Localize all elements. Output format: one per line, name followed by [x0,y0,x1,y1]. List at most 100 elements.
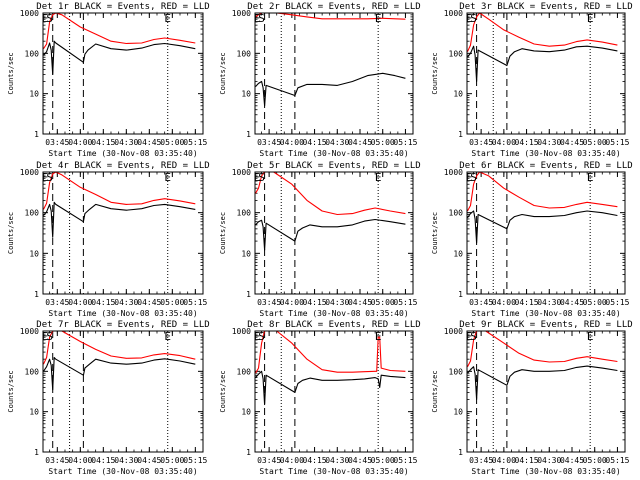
plot-frame [254,330,414,453]
y-tick-label: 100 [237,209,252,218]
x-tick-label: 04:00 [492,138,516,147]
x-tick-label: 03:45 [469,456,493,465]
y-tick-label: 1 [458,130,463,139]
time-marker-label: E [164,12,171,25]
x-tick-label: 05:00 [583,138,607,147]
chart-title: Det 9r BLACK = Events, RED = LLD [459,320,632,330]
y-tick-label: 100 [25,367,40,376]
y-tick-label: 1000 [444,168,463,177]
y-tick-label: 1 [246,448,251,457]
x-tick-label: 04:45 [348,298,372,307]
time-marker-label: E [587,12,594,25]
x-tick-label: 05:15 [393,298,417,307]
x-axis-label: Start Time (30-Nov-08 03:35:40) [259,467,408,476]
y-tick-label: 100 [449,367,464,376]
x-tick-label: 04:45 [348,456,372,465]
chart-title: Det 3r BLACK = Events, RED = LLD [459,2,632,12]
y-tick-label: 10 [241,90,251,99]
x-tick-label: 03:45 [45,456,69,465]
x-tick-label: 05:00 [160,298,184,307]
x-tick-label: 05:15 [605,456,629,465]
chart-panel-6: Det 6r BLACK = Events, RED = LLD Counts/s… [431,161,633,318]
time-marker-label: E [466,171,473,184]
time-marker-label: S [46,12,53,25]
time-marker-label: E [375,171,382,184]
y-tick-label: 1000 [444,9,463,18]
y-tick-label: 1 [34,290,39,299]
x-tick-label: 05:00 [371,456,395,465]
x-tick-label: 05:00 [371,138,395,147]
y-tick-label: 1000 [20,9,39,18]
y-tick-label: 1000 [232,327,251,336]
x-tick-label: 03:45 [469,138,493,147]
x-tick-label: 04:15 [303,456,327,465]
x-tick-label: 04:00 [492,298,516,307]
x-tick-label: 05:00 [160,456,184,465]
y-tick-label: 10 [453,408,463,417]
series-line-events [467,45,618,83]
x-tick-label: 03:45 [257,138,281,147]
series-line-lld [43,12,196,50]
chart-title: Det 4r BLACK = Events, RED = LLD [36,161,209,171]
x-tick-label: 04:00 [492,456,516,465]
chart-panel-1: Det 1r BLACK = Events, RED = LLD Counts/s… [7,2,210,158]
chart-panel-2: Det 2r BLACK = Events, RED = LLD Counts/s… [219,2,421,158]
series-line-events [255,370,406,406]
chart-title: Det 7r BLACK = Events, RED = LLD [36,320,209,330]
y-tick-label: 100 [237,367,252,376]
y-axis-label: Counts/sec [431,212,439,254]
x-axis-label: Start Time (30-Nov-08 03:35:40) [471,467,620,476]
y-axis-label: Counts/sec [219,52,227,94]
chart-title: Det 2r BLACK = Events, RED = LLD [247,2,420,12]
chart-panel-5: Det 5r BLACK = Events, RED = LLD Counts/s… [219,161,421,318]
x-tick-label: 04:45 [348,138,372,147]
x-tick-label: 05:00 [583,456,607,465]
y-axis-label: Counts/sec [219,212,227,254]
x-tick-label: 04:15 [91,456,115,465]
x-tick-label: 03:45 [45,138,69,147]
x-tick-label: 04:15 [303,138,327,147]
y-tick-label: 1000 [232,168,251,177]
y-tick-label: 1000 [20,327,39,336]
x-tick-label: 04:00 [68,138,92,147]
y-tick-label: 10 [453,249,463,258]
y-tick-label: 10 [29,90,39,99]
y-tick-label: 100 [25,209,40,218]
x-tick-label: 04:30 [325,456,349,465]
series-line-events [255,72,406,107]
y-tick-label: 100 [449,49,464,58]
y-tick-label: 10 [29,249,39,258]
time-marker-label: E [254,12,261,25]
series-line-lld [466,12,618,52]
time-marker-label: E [375,12,382,25]
series-line-events [467,365,618,401]
time-marker-label: S [470,171,477,184]
x-axis-label: Start Time (30-Nov-08 03:35:40) [259,309,408,318]
time-marker-label: E [42,12,49,25]
chart-panel-7: Det 7r BLACK = Events, RED = LLD Counts/s… [7,320,210,476]
plot-frame [466,330,626,453]
plot-frame [42,12,204,135]
x-tick-label: 04:30 [325,298,349,307]
chart-panel-8: Det 8r BLACK = Events, RED = LLD Counts/s… [219,320,421,476]
y-tick-label: 1 [458,448,463,457]
series-line-lld [43,330,196,365]
time-marker-label: E [587,171,594,184]
y-axis-label: Counts/sec [7,212,15,254]
x-tick-label: 04:15 [515,138,539,147]
x-tick-label: 05:00 [371,298,395,307]
time-marker-label: E [466,12,473,25]
time-marker-label: E [164,330,171,343]
time-marker-label: E [254,330,261,343]
x-tick-label: 03:45 [45,298,69,307]
series-line-events [255,218,406,251]
x-tick-label: 03:45 [257,456,281,465]
x-tick-label: 05:15 [393,456,417,465]
time-marker-label: S [46,171,53,184]
x-tick-label: 04:30 [537,138,561,147]
time-marker-label: E [254,171,261,184]
x-tick-label: 04:00 [68,456,92,465]
x-tick-label: 04:45 [560,138,584,147]
time-marker-label: S [470,330,477,343]
